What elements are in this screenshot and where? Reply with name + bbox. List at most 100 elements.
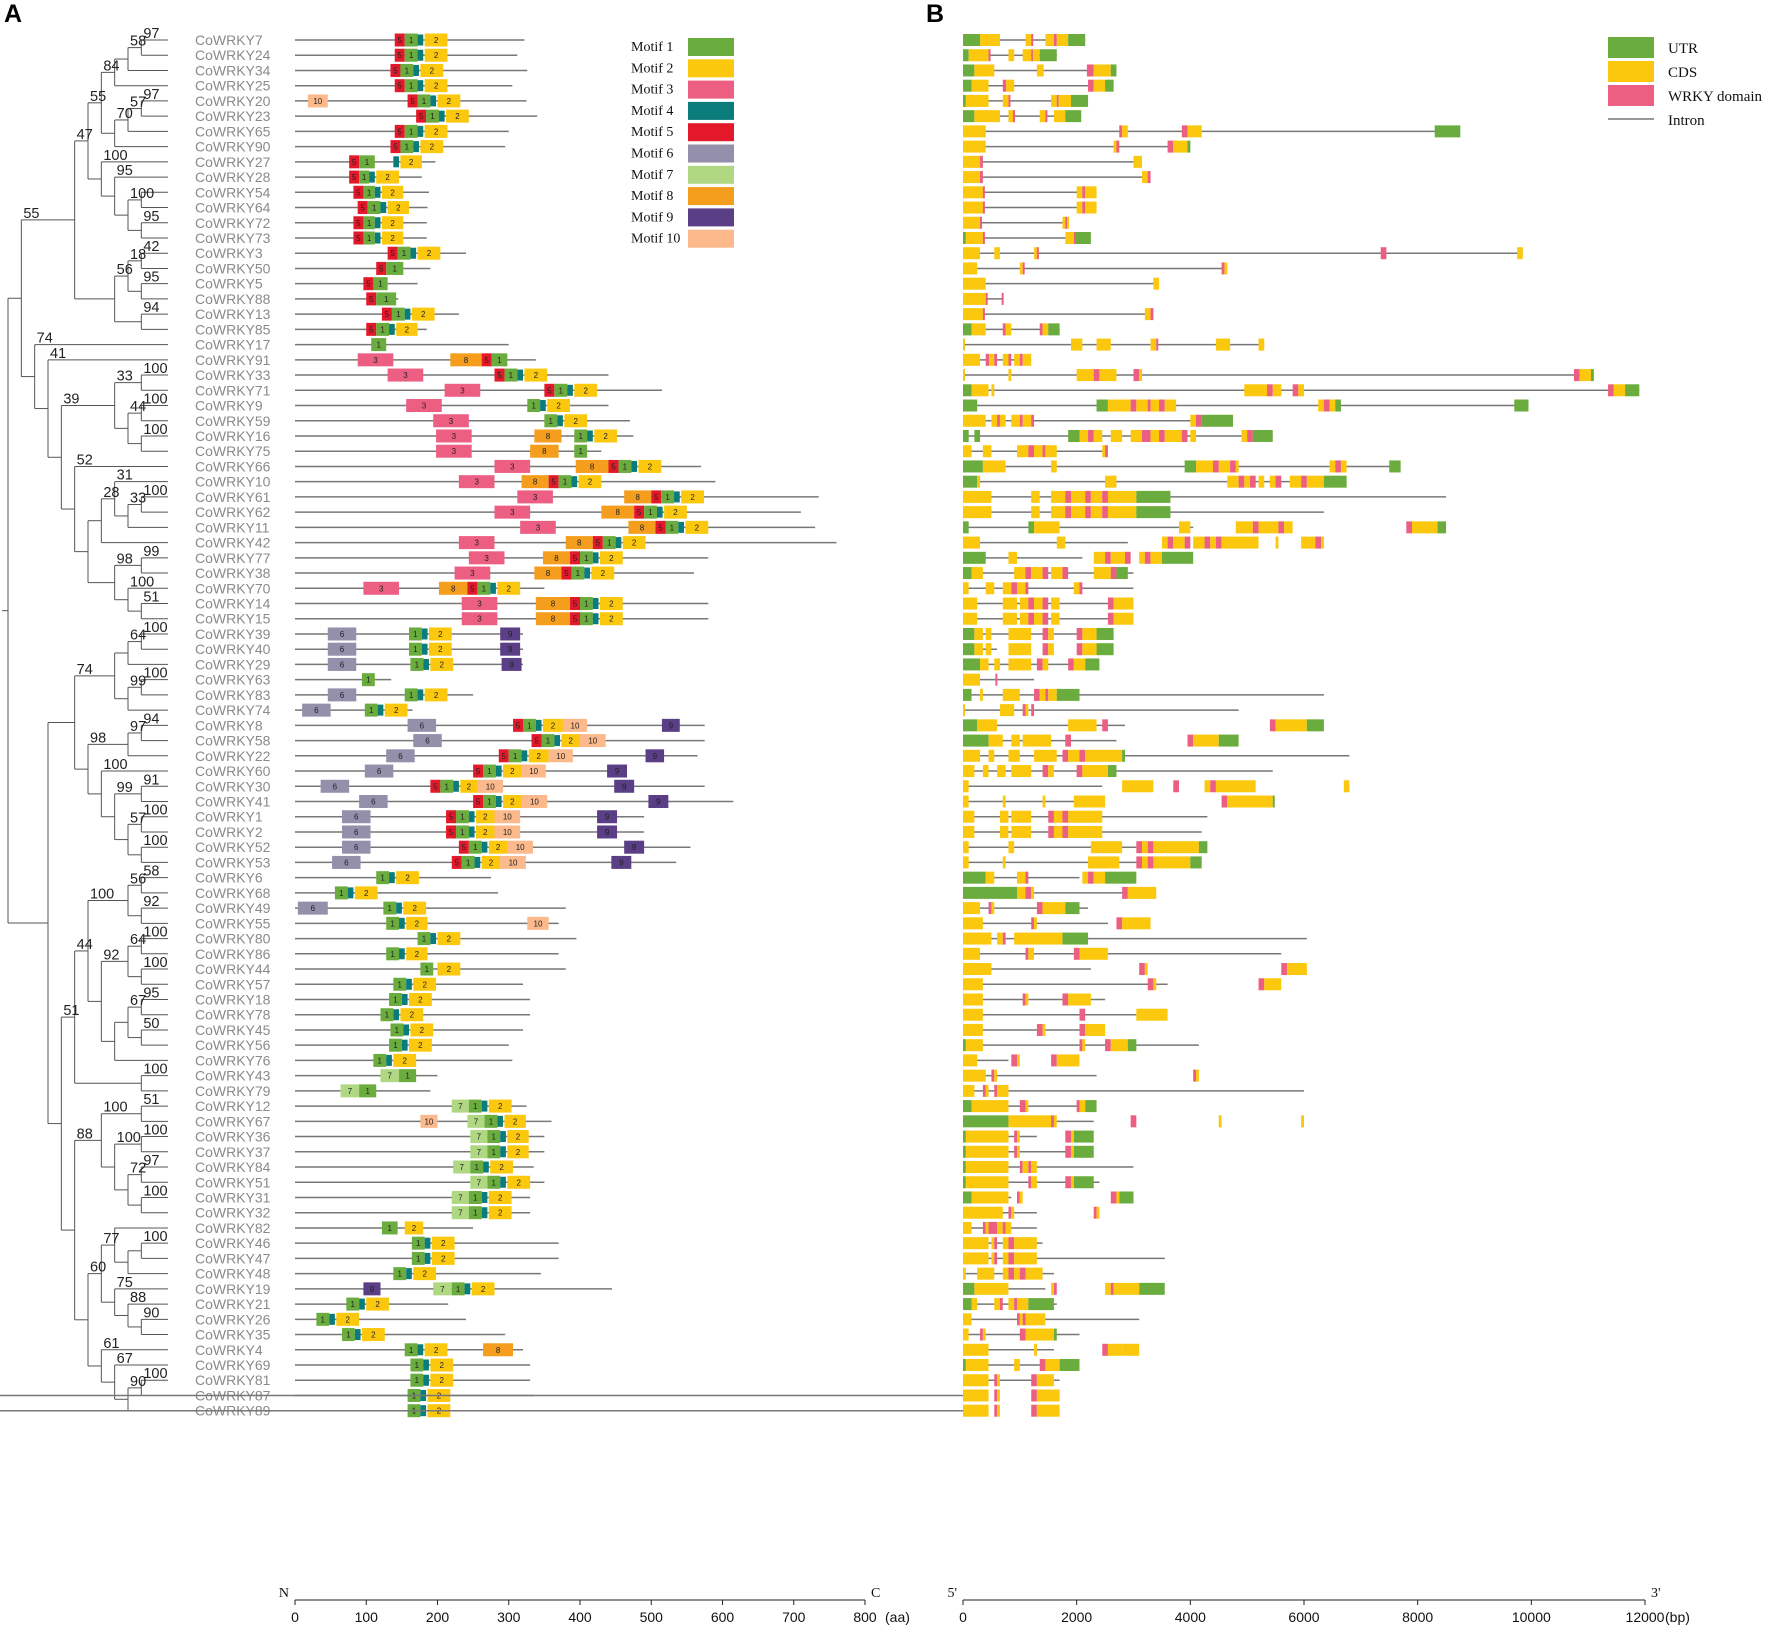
gene-structure-panel — [0, 34, 1640, 1417]
motif-number: 2 — [690, 493, 695, 502]
cds-block — [1301, 536, 1316, 549]
gene-label-a: CoWRKY53 — [195, 854, 271, 870]
cds-block — [1085, 201, 1097, 214]
motif-number: 3 — [403, 371, 408, 380]
motif-4-box — [631, 460, 637, 472]
motif-1-box — [580, 597, 593, 611]
wrky-domain-block — [1102, 490, 1108, 503]
motif-number: 5 — [502, 752, 507, 761]
motif-2-box — [481, 855, 501, 869]
motif-2-box — [396, 871, 419, 885]
wrky-domain-block — [1181, 429, 1188, 442]
motif-1-box — [334, 886, 348, 900]
motif-number: 2 — [489, 858, 494, 867]
motif-6-box — [386, 749, 415, 763]
motif-1-box — [665, 520, 679, 534]
motif-2-box — [547, 399, 571, 413]
cds-block — [1005, 1221, 1012, 1234]
utr-block — [1073, 1176, 1094, 1189]
gene-label-a: CoWRKY38 — [195, 565, 271, 581]
motif-2-box — [411, 307, 435, 321]
motif-4-box — [417, 34, 424, 46]
cds-block — [1306, 475, 1324, 488]
cds-block — [1301, 1115, 1304, 1128]
utr-block — [963, 1191, 972, 1204]
motif-number: 2 — [415, 950, 420, 959]
motif-number: 5 — [398, 82, 403, 91]
wrky-domain-block — [1093, 369, 1100, 382]
cds-block — [1031, 490, 1040, 503]
cds-block — [963, 612, 978, 625]
wrky-domain-block — [1031, 1404, 1037, 1417]
motif-number: 2 — [513, 1117, 518, 1126]
bootstrap-label: 75 — [117, 1275, 133, 1291]
motif-legend-label: Motif 6 — [631, 147, 673, 162]
motif-7-box — [451, 1099, 469, 1113]
cds-block — [1161, 536, 1168, 549]
wrky-domain-block — [1019, 1100, 1026, 1113]
motif-2-box — [564, 414, 588, 428]
motif-1-box — [376, 871, 390, 885]
motif-2-box — [488, 1099, 512, 1113]
cds-block — [1051, 1282, 1054, 1295]
motif-number: 5 — [497, 371, 502, 380]
cds-block — [1065, 231, 1074, 244]
motif-number: 3 — [452, 447, 457, 456]
motif-5-box — [381, 307, 392, 321]
cds-block — [963, 947, 981, 960]
cds-block — [1008, 551, 1017, 564]
motif-number: 1 — [492, 1148, 497, 1157]
utr-block — [963, 567, 972, 580]
wrky-domain-block — [1025, 567, 1032, 580]
cds-block — [963, 216, 981, 229]
motif-number: 2 — [427, 249, 432, 258]
utr-block — [963, 886, 1017, 899]
motif-2-box — [542, 718, 563, 732]
wrky-domain-block — [982, 186, 985, 199]
bootstrap-label: 91 — [143, 772, 159, 788]
motif-number: 2 — [447, 965, 452, 974]
motif-number: 8 — [546, 432, 551, 441]
utr-block — [1096, 627, 1114, 640]
motif-number: 6 — [398, 752, 403, 761]
wrky-domain-block — [1031, 414, 1035, 427]
motif-4-box — [413, 141, 419, 153]
motif-number: 1 — [409, 82, 414, 91]
motif-number: 5 — [393, 66, 398, 75]
gene-label-a: CoWRKY63 — [195, 672, 271, 688]
motif-9-box — [614, 779, 635, 793]
cds-block — [1142, 841, 1148, 854]
motif-number: 1 — [416, 1254, 421, 1263]
bootstrap-label: 41 — [50, 346, 66, 362]
cds-block — [997, 1389, 1000, 1402]
gene-label-a: CoWRKY19 — [195, 1281, 271, 1297]
cds-block — [991, 384, 995, 397]
motif-number: 2 — [410, 1011, 415, 1020]
motif-number: 2 — [385, 173, 390, 182]
motif-9-box — [661, 718, 680, 732]
motif-number: 2 — [375, 1300, 380, 1309]
motif-2-box — [561, 734, 580, 748]
motif-2-box — [409, 992, 432, 1006]
motif-4-box — [521, 750, 528, 762]
motif-number: 10 — [529, 767, 538, 776]
cds-block — [1022, 734, 1052, 747]
axis-tick-label: 300 — [497, 1609, 521, 1625]
cds-block — [963, 247, 981, 260]
bootstrap-label: 90 — [130, 1374, 146, 1390]
motif-4-box — [464, 1283, 471, 1295]
motif-number: 5 — [637, 508, 642, 517]
motif-3-box — [436, 429, 472, 443]
motif-2-box — [681, 490, 704, 504]
wrky-domain-block — [1019, 1267, 1026, 1280]
wrky-domain-block — [1042, 765, 1049, 778]
motif-number: 9 — [370, 1285, 375, 1294]
motif-4-box — [430, 933, 437, 945]
motif-number: 10 — [588, 737, 597, 746]
cds-block — [1329, 460, 1336, 473]
motif-number: 1 — [670, 523, 675, 532]
motif-number: 3 — [533, 493, 538, 502]
cds-block — [1002, 94, 1009, 107]
motif-4-box — [377, 704, 384, 716]
cds-block — [1235, 521, 1253, 534]
